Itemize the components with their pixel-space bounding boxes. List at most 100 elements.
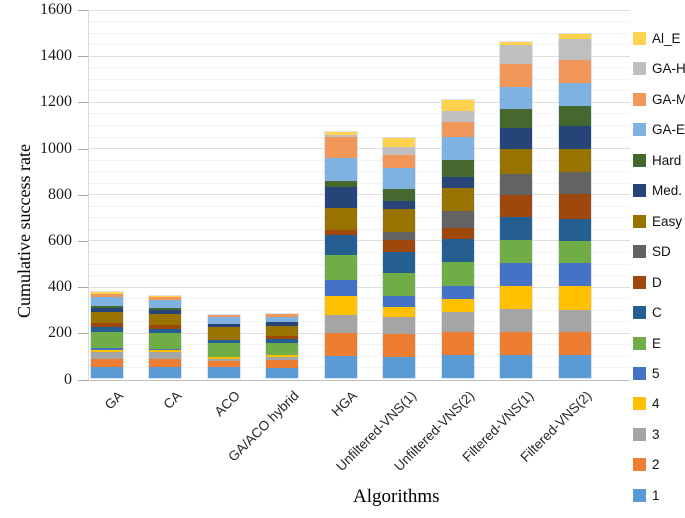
x-category-label: GA	[101, 388, 127, 413]
bar-segment	[500, 331, 533, 355]
bar-segment	[324, 315, 357, 334]
y-tick-mark	[78, 333, 88, 335]
y-tick-label: 1200	[40, 93, 72, 111]
bar-segment	[559, 171, 591, 194]
bar-segment	[500, 86, 533, 110]
legend-swatch	[633, 153, 646, 167]
bar-segment	[383, 209, 416, 232]
bar-segment	[324, 137, 357, 158]
bar-segment	[559, 285, 591, 310]
bar-segment	[324, 280, 357, 296]
bar-segment	[90, 307, 123, 313]
legend-swatch	[633, 488, 646, 502]
major-gridline	[88, 148, 630, 150]
bar-segment	[90, 296, 123, 306]
bar-segment	[149, 295, 182, 298]
bar-segment	[266, 322, 299, 326]
bar-segment	[559, 262, 591, 286]
bar-segment	[441, 228, 474, 239]
bar-segment	[90, 352, 123, 359]
bar-segment	[149, 349, 182, 353]
bar-segment	[383, 356, 416, 379]
minor-gridline	[88, 171, 630, 173]
bar-segment	[149, 297, 182, 301]
legend-label: GA-E	[652, 122, 685, 138]
bar	[323, 131, 358, 380]
legend-item: GA-H	[633, 61, 685, 76]
bar-segment	[207, 314, 240, 317]
bar-segment	[324, 234, 357, 255]
bar-segment	[441, 100, 474, 111]
bar-segment	[559, 39, 591, 60]
minor-gridline	[88, 32, 630, 34]
bar-segment	[207, 327, 240, 340]
bar-segment	[90, 323, 123, 328]
legend-item: Med.	[633, 183, 682, 198]
bar-segment	[383, 333, 416, 357]
bar-segment	[383, 200, 416, 209]
y-tick-label: 1600	[40, 1, 72, 18]
legend-label: D	[652, 274, 662, 290]
bar	[89, 290, 124, 380]
bar-segment	[383, 272, 416, 296]
legend-item: GA-M	[633, 92, 685, 107]
bar-segment	[383, 251, 416, 273]
bar-segment	[559, 148, 591, 172]
legend-item: C	[633, 305, 662, 320]
legend-swatch	[633, 214, 646, 228]
y-tick-mark	[78, 287, 88, 289]
bar	[206, 313, 241, 380]
legend-swatch	[633, 427, 646, 441]
y-tick-mark	[78, 240, 88, 242]
bar-segment	[500, 128, 533, 149]
y-tick-label: 800	[48, 185, 72, 203]
legend-item: Al_E	[633, 31, 681, 46]
bar	[382, 137, 417, 380]
legend-swatch	[633, 397, 646, 411]
legend-item: 5	[633, 366, 660, 381]
bar-segment	[383, 231, 416, 241]
legend-item: 1	[633, 488, 660, 503]
bar-segment	[207, 356, 240, 359]
bar-segment	[149, 308, 182, 311]
bar-segment	[324, 134, 357, 138]
major-gridline	[88, 240, 630, 242]
bar-segment	[266, 339, 299, 343]
bar-segment	[324, 355, 357, 379]
y-tick-mark	[78, 194, 88, 196]
bar-segment	[149, 310, 182, 315]
legend-label: GA-H	[652, 61, 685, 77]
major-gridline	[88, 55, 630, 57]
bar-segment	[149, 332, 182, 349]
legend-label: 1	[652, 487, 660, 503]
legend-label: GA-M	[652, 91, 685, 107]
y-tick-mark	[78, 148, 88, 150]
legend-label: Al_E	[652, 31, 681, 46]
legend-item: SD	[633, 244, 671, 259]
bar-segment	[266, 355, 299, 358]
y-tick-label: 1000	[40, 139, 72, 157]
bar-segment	[383, 168, 416, 190]
bar-segment	[559, 240, 591, 263]
bar-segment	[559, 105, 591, 127]
bar-segment	[90, 312, 123, 324]
y-tick-label: 1400	[40, 47, 72, 65]
bar-segment	[324, 187, 357, 208]
minor-gridline	[88, 217, 630, 219]
bar-segment	[559, 218, 591, 241]
bar-segment	[441, 261, 474, 286]
bar-segment	[149, 352, 182, 359]
legend-swatch	[633, 275, 646, 289]
major-gridline	[88, 194, 630, 196]
bar-segment	[266, 342, 299, 356]
minor-gridline	[88, 251, 630, 253]
legend-label: Easy	[652, 213, 683, 229]
bar	[558, 32, 592, 380]
bar-segment	[383, 189, 416, 201]
minor-gridline	[88, 228, 630, 230]
bar-segment	[90, 332, 123, 349]
bar-segment	[441, 210, 474, 229]
bar-segment	[559, 309, 591, 332]
bar-segment	[500, 42, 533, 45]
x-axis-line	[84, 379, 630, 381]
